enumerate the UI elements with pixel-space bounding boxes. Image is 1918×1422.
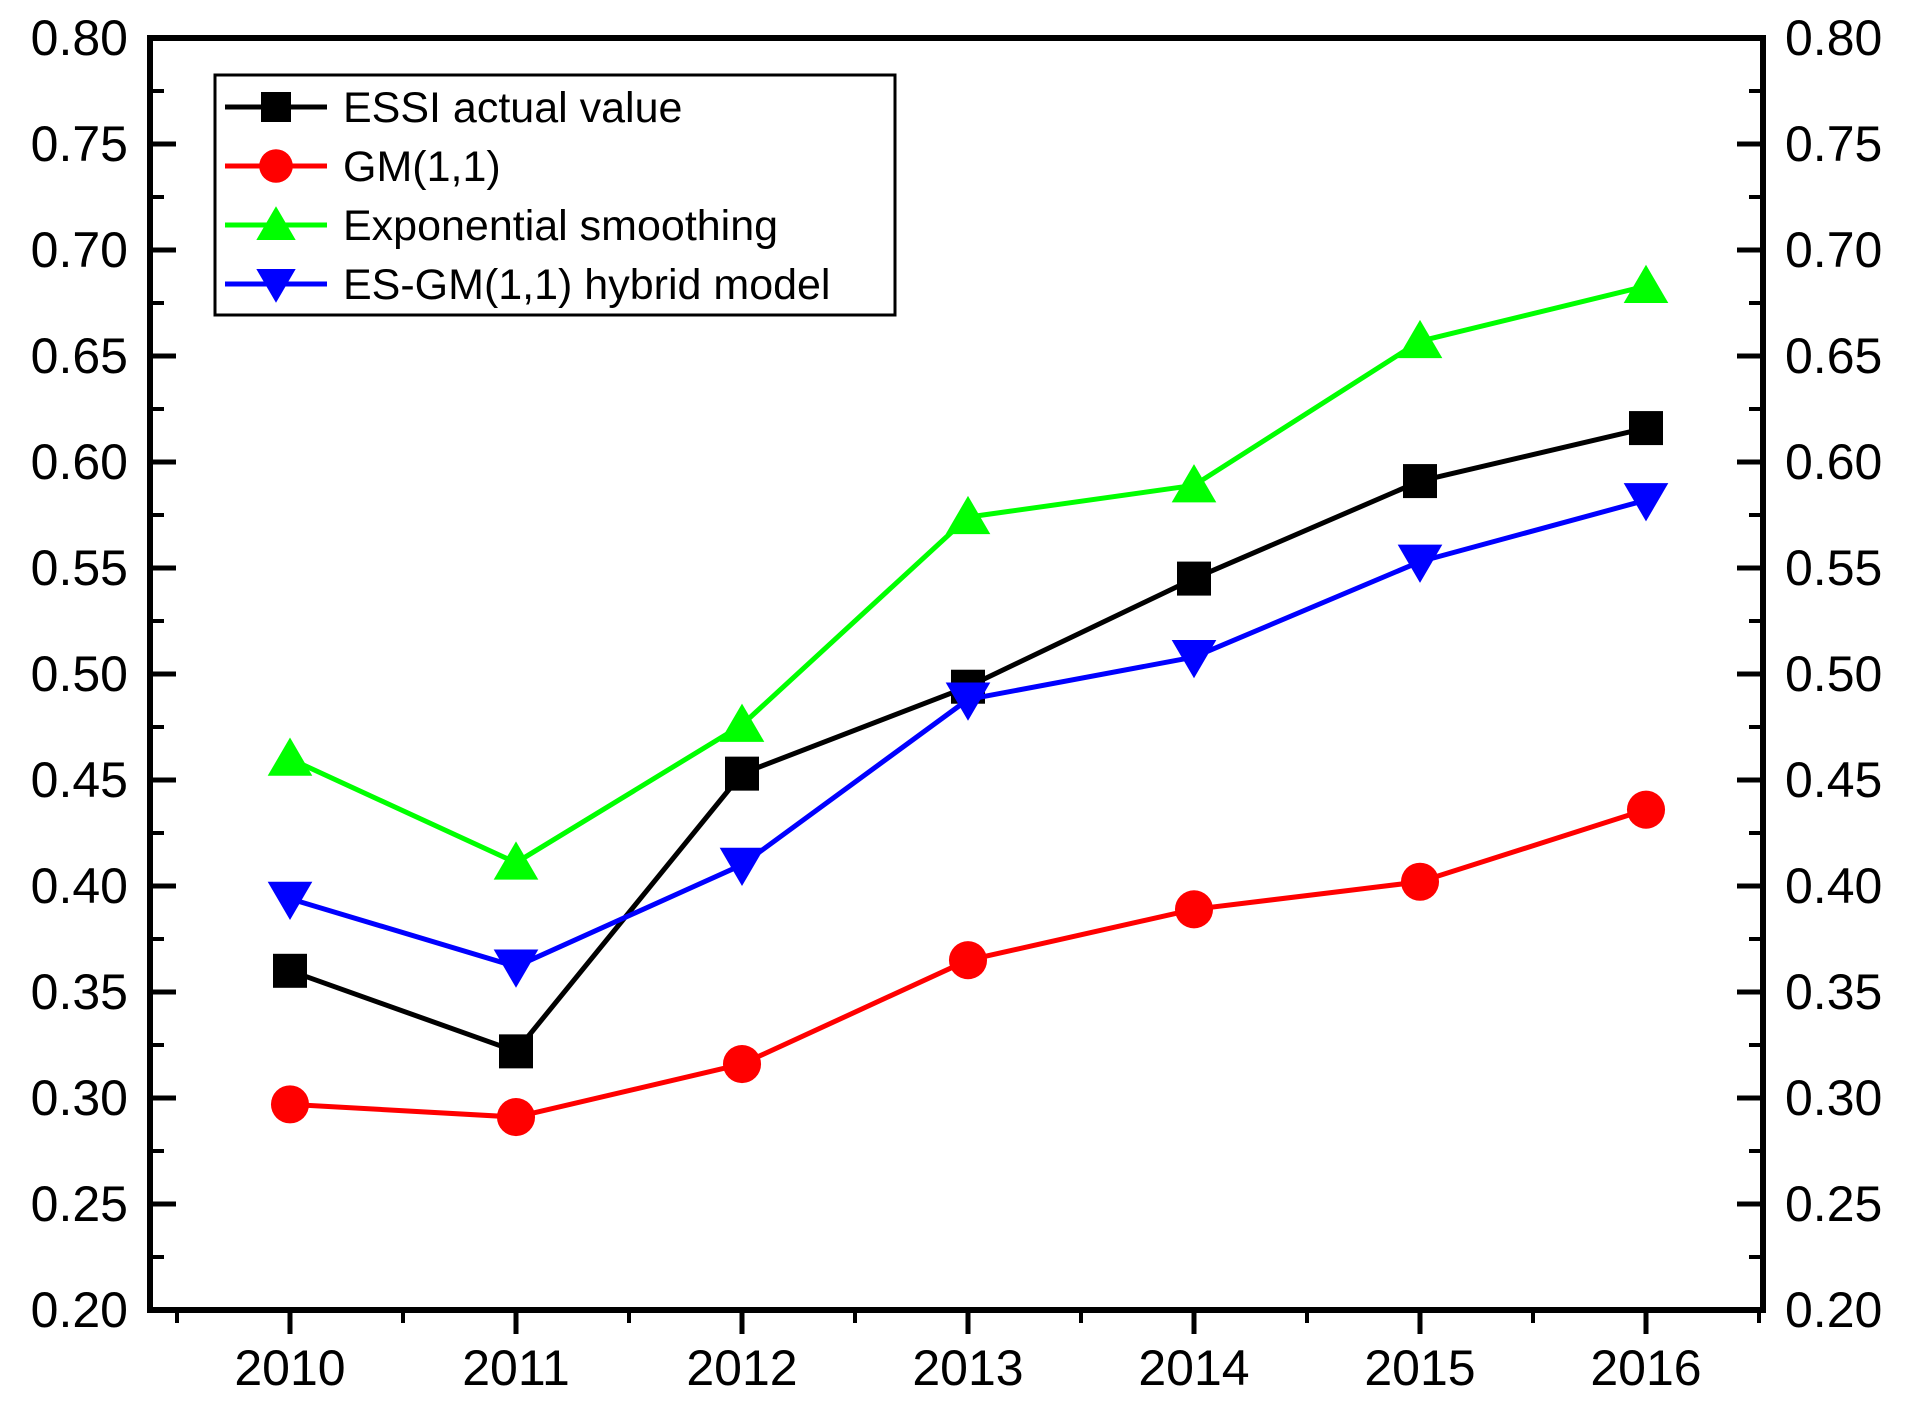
legend-entry: Exponential smoothing bbox=[225, 202, 778, 250]
left-y-tick-label: 0.55 bbox=[31, 540, 128, 596]
x-tick-label: 2011 bbox=[462, 1340, 570, 1396]
legend-box bbox=[213, 73, 897, 317]
data-point bbox=[725, 756, 759, 791]
data-point bbox=[719, 703, 765, 742]
right-y-tick-label: 0.50 bbox=[1785, 646, 1882, 702]
right-y-tick-label: 0.70 bbox=[1785, 222, 1882, 278]
data-point bbox=[1171, 464, 1217, 503]
left-y-tick-label: 0.60 bbox=[31, 434, 128, 490]
data-point bbox=[267, 881, 313, 920]
left-y-axis: 0.20 0.25 0.30 0.35 0.40 0.45 0.50 0.55 0.60 0.65… bbox=[31, 10, 176, 1338]
data-point bbox=[1400, 862, 1440, 901]
right-y-tick-label: 0.75 bbox=[1785, 116, 1882, 172]
left-y-tick-label: 0.25 bbox=[31, 1176, 128, 1232]
data-point bbox=[267, 737, 313, 776]
legend-marker bbox=[256, 269, 296, 303]
left-y-tick-label: 0.80 bbox=[31, 10, 128, 66]
legend-marker bbox=[261, 92, 291, 122]
data-point bbox=[493, 949, 539, 988]
data-point bbox=[719, 847, 765, 887]
x-tick-label: 2016 bbox=[1590, 1340, 1701, 1396]
data-point bbox=[499, 1034, 533, 1069]
data-point bbox=[496, 1098, 536, 1137]
legend-label: ES-GM(1,1) hybrid model bbox=[343, 261, 831, 309]
data-point bbox=[948, 941, 988, 980]
data-point bbox=[1174, 890, 1214, 929]
data-point bbox=[1626, 790, 1666, 829]
left-y-tick-label: 0.35 bbox=[31, 964, 128, 1020]
x-tick-label: 2010 bbox=[234, 1340, 345, 1396]
left-y-tick-label: 0.20 bbox=[31, 1282, 128, 1338]
x-tick-label: 2012 bbox=[686, 1340, 797, 1396]
x-tick-label: 2014 bbox=[1138, 1340, 1249, 1396]
data-point bbox=[273, 953, 307, 988]
legend-label: GM(1,1) bbox=[343, 143, 501, 191]
data-point bbox=[1623, 264, 1669, 304]
right-y-tick-label: 0.45 bbox=[1785, 752, 1882, 808]
right-y-tick-label: 0.25 bbox=[1785, 1176, 1882, 1232]
right-y-tick-label: 0.60 bbox=[1785, 434, 1882, 490]
left-y-tick-label: 0.40 bbox=[31, 858, 128, 914]
series-line bbox=[288, 283, 1647, 866]
legend-entry: GM(1,1) bbox=[225, 143, 501, 191]
series-4 bbox=[267, 483, 1669, 988]
series-line bbox=[289, 497, 1647, 970]
data-point bbox=[1403, 464, 1437, 499]
right-y-axis: 0.20 0.25 0.30 0.35 0.40 0.45 0.50 0.55 0.60 0.65… bbox=[1737, 10, 1882, 1338]
data-point bbox=[1397, 319, 1443, 359]
series-2 bbox=[270, 790, 1666, 1137]
legend-label: Exponential smoothing bbox=[343, 202, 778, 250]
data-point bbox=[1629, 411, 1663, 446]
left-y-tick-label: 0.65 bbox=[31, 328, 128, 384]
left-y-tick-label: 0.30 bbox=[31, 1070, 128, 1126]
left-y-tick-label: 0.70 bbox=[31, 222, 128, 278]
x-tick-label: 2015 bbox=[1364, 1340, 1475, 1396]
data-point bbox=[270, 1085, 310, 1124]
data-point bbox=[945, 495, 991, 535]
legend-entry: ESSI actual value bbox=[225, 84, 682, 132]
data-point bbox=[1177, 561, 1211, 596]
left-y-tick-label: 0.50 bbox=[31, 646, 128, 702]
left-y-tick-label: 0.45 bbox=[31, 752, 128, 808]
data-point bbox=[493, 841, 539, 880]
legend-marker bbox=[259, 149, 293, 183]
series-3 bbox=[267, 264, 1669, 880]
x-tick-label: 2013 bbox=[912, 1340, 1023, 1396]
legend: ESSI actual value GM(1,1) Exponential smoo… bbox=[213, 73, 897, 317]
right-y-tick-label: 0.65 bbox=[1785, 328, 1882, 384]
data-point bbox=[722, 1045, 762, 1084]
data-point bbox=[1171, 640, 1217, 679]
legend-entry: ES-GM(1,1) hybrid model bbox=[225, 261, 831, 309]
right-y-tick-label: 0.35 bbox=[1785, 964, 1882, 1020]
left-y-tick-label: 0.75 bbox=[31, 116, 128, 172]
x-axis: 2010 2011 2012 2013 2014 2015 2016 bbox=[175, 1310, 1761, 1396]
right-y-tick-label: 0.55 bbox=[1785, 540, 1882, 596]
right-y-tick-label: 0.20 bbox=[1785, 1282, 1882, 1338]
data-point bbox=[945, 682, 991, 721]
data-point bbox=[1623, 483, 1669, 522]
series-layer bbox=[267, 264, 1669, 1137]
legend-label: ESSI actual value bbox=[343, 84, 682, 132]
right-y-tick-label: 0.30 bbox=[1785, 1070, 1882, 1126]
legend-marker bbox=[256, 206, 296, 240]
right-y-tick-label: 0.80 bbox=[1785, 10, 1882, 66]
data-point bbox=[1397, 544, 1443, 583]
right-y-tick-label: 0.40 bbox=[1785, 858, 1882, 914]
